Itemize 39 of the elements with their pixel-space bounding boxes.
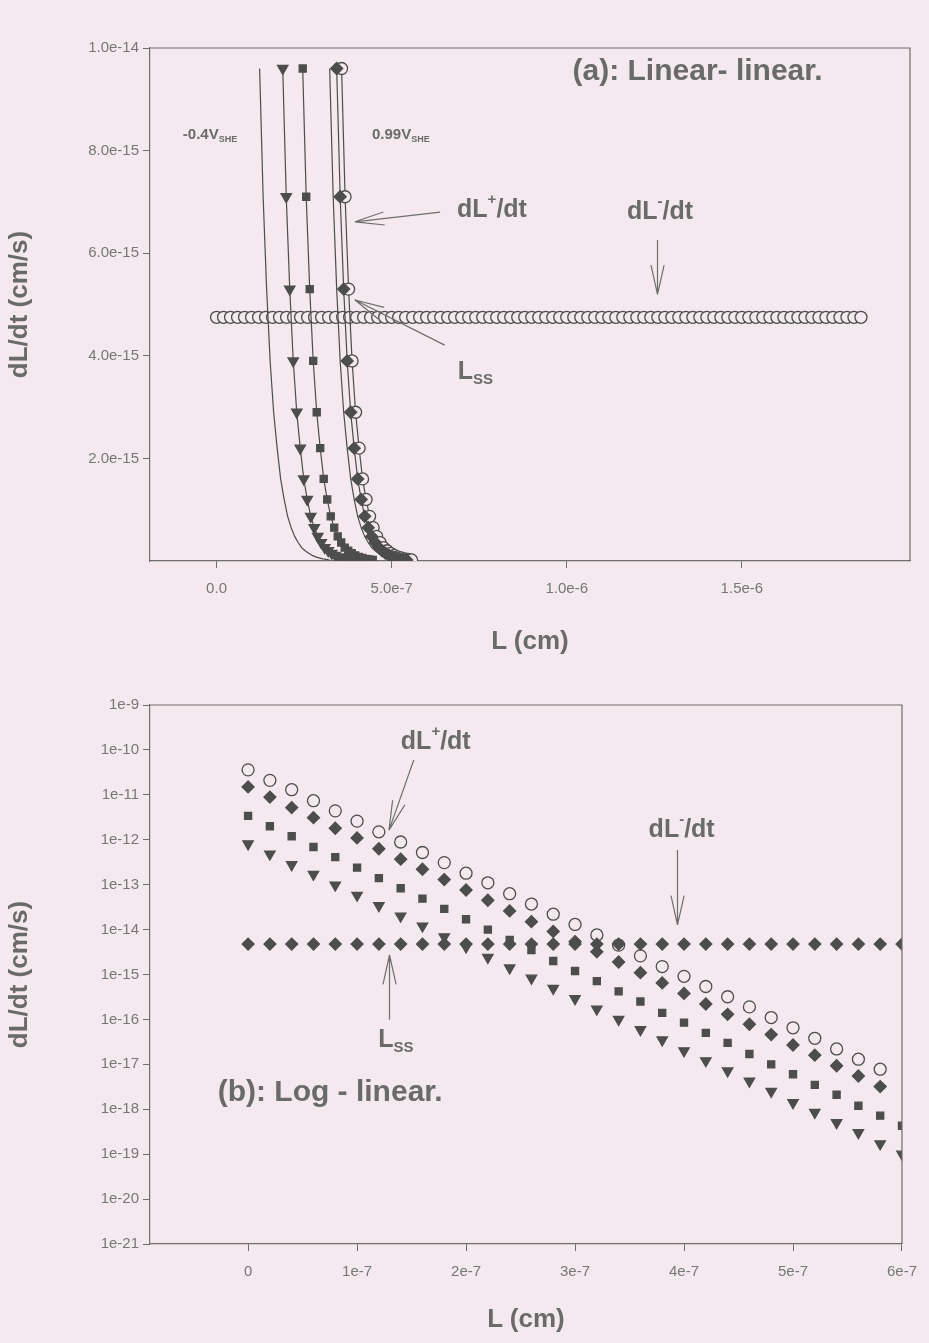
x-tick-label: 0: [243, 1262, 253, 1280]
x-tick-label: 2e-7: [451, 1262, 482, 1280]
x-tick-label: 5.0e-7: [370, 579, 413, 597]
annotation: dL-/dt: [648, 809, 716, 842]
x-tick-label: 6e-7: [886, 1262, 917, 1280]
annotation: dL-/dt: [626, 191, 694, 225]
y-tick-label: 1e-15: [100, 964, 139, 982]
x-tick-label: 5e-7: [777, 1262, 809, 1280]
x-tick-label: 1.0e-6: [545, 579, 589, 597]
x-tick-label: 0.0: [206, 579, 227, 597]
y-tick-label: 1e-17: [100, 1054, 139, 1072]
y-tick-label: 1.0e-14: [88, 38, 139, 56]
y-tick-label: 1e-20: [100, 1189, 139, 1207]
x-tick-label: 1.5e-6: [720, 579, 764, 597]
x-tick-label: 3e-7: [560, 1262, 591, 1280]
y-tick-label: 8.0e-15: [88, 140, 139, 158]
y-tick-label: 1e-12: [100, 829, 139, 847]
y-tick-label: 1e-18: [100, 1099, 139, 1117]
chart-title: (a): Linear- linear.: [572, 53, 823, 87]
y-tick-label: 2.0e-15: [88, 448, 139, 466]
x-tick-label: 1e-7: [342, 1262, 373, 1280]
y-tick-label: 1e-10: [100, 740, 139, 758]
text: (b): Log - linear.: [217, 1074, 443, 1108]
annotation: dL+/dt: [400, 721, 472, 755]
y-tick-label: 1e-11: [101, 784, 139, 802]
y-tick-label: 4.0e-15: [88, 345, 139, 363]
x-axis-title: L (cm): [487, 1302, 565, 1333]
y-tick-label: 1e-16: [100, 1009, 139, 1027]
annotation: dL+/dt: [457, 189, 528, 222]
y-tick-label: 1e-13: [100, 874, 139, 892]
y-tick-label: 1e-9: [108, 695, 139, 713]
y-axis-title: dL/dt (cm/s): [2, 230, 33, 379]
y-tick-label: 1e-19: [100, 1144, 139, 1162]
y-tick-label: 1e-21: [100, 1234, 139, 1252]
y-tick-label: 6.0e-15: [88, 243, 139, 261]
x-tick-label: 4e-7: [669, 1262, 700, 1280]
y-tick-label: 1e-14: [100, 919, 139, 937]
x-axis-title: L (cm): [491, 624, 569, 655]
y-axis-title: dL/dt (cm/s): [2, 900, 33, 1049]
